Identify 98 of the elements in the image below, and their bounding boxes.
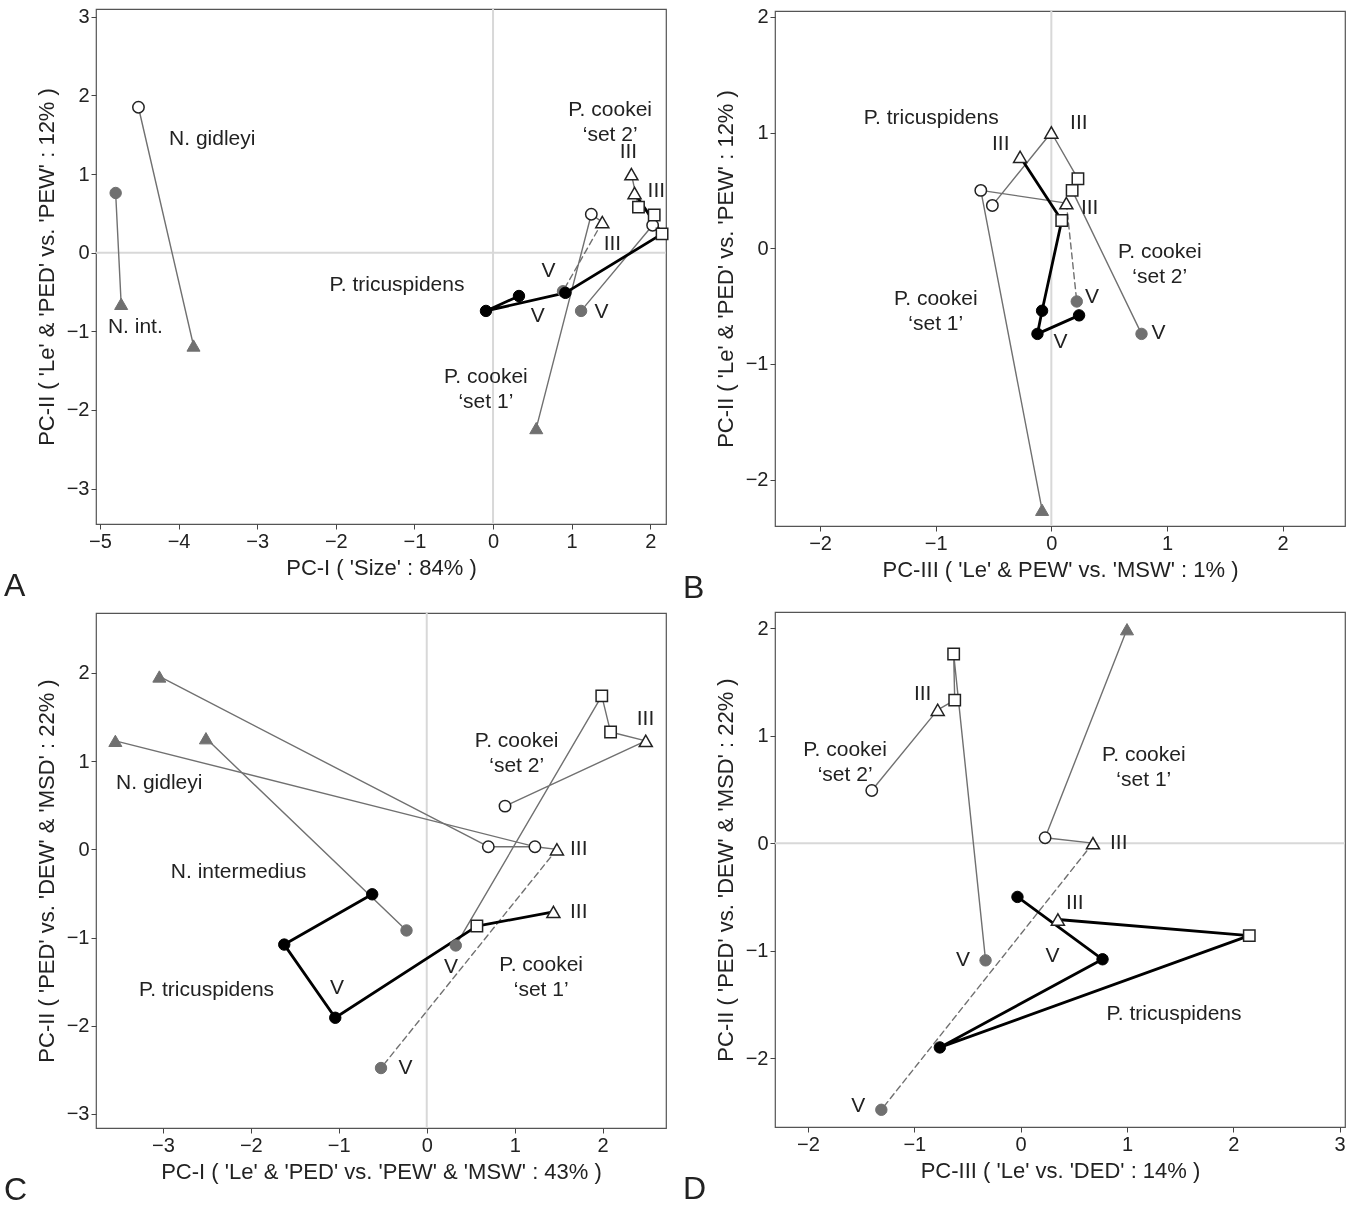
y-tick-label: −2	[745, 1046, 769, 1069]
annotation: P. tricuspidens	[863, 104, 999, 128]
annotation: V	[330, 974, 345, 998]
y-tick-label: −2	[66, 398, 90, 421]
x-axis-title: PC-III ( 'Le' vs. 'DED' : 14% )	[920, 1157, 1201, 1183]
y-tick-label: −3	[66, 477, 90, 500]
annotation: P. cookei ‘set 1’	[893, 286, 978, 335]
x-tick-label: −2	[809, 531, 832, 554]
annotation: P. tricuspidens	[139, 977, 275, 1001]
annotation: V	[530, 303, 545, 327]
annotation: III	[570, 898, 588, 922]
x-axis-title: PC-III ( 'Le' & PEW' vs. 'MSW' : 1% )	[882, 556, 1239, 582]
x-tick-label: −1	[903, 1132, 927, 1155]
y-axis-title: PC-II ( 'Le' & 'PED' vs. 'PEW' : 12% )	[712, 90, 738, 448]
y-tick-label: 1	[78, 162, 90, 185]
x-tick-label: 0	[421, 1133, 433, 1156]
text: A	[4, 567, 26, 603]
x-tick-label: −1	[403, 529, 427, 552]
annotation: III	[1066, 890, 1084, 914]
annotation: III	[1109, 830, 1128, 854]
y-tick-label: 0	[78, 241, 90, 264]
annotation: III	[570, 836, 588, 860]
x-tick-label: −5	[89, 529, 112, 552]
annotation: III	[647, 177, 666, 201]
annotation: N. intermedius	[170, 859, 307, 883]
y-tick-label: 1	[757, 121, 769, 144]
annotation: V	[444, 953, 459, 977]
y-tick-label: 2	[757, 616, 769, 639]
annotation: V	[594, 299, 609, 323]
x-tick-label: 0	[487, 529, 500, 552]
annotation: N. gidleyi	[169, 126, 256, 150]
x-tick-label: 2	[1228, 1132, 1240, 1155]
y-tick-label: −1	[66, 926, 90, 949]
annotation: P. cookei ‘set 2’	[803, 736, 887, 785]
annotation: N. int.	[107, 314, 163, 338]
x-tick-label: −2	[239, 1133, 263, 1156]
x-axis-title: PC-I ( 'Size' : 84% )	[286, 554, 477, 580]
annotation: N. gidleyi	[116, 769, 203, 793]
annotation: P. tricuspidens	[329, 272, 465, 296]
x-tick-label: 1	[566, 529, 578, 552]
x-tick-label: 2	[645, 529, 657, 552]
annotation: III	[1070, 110, 1088, 134]
y-tick-label: 2	[78, 83, 90, 106]
x-tick-label: 1	[1121, 1132, 1134, 1155]
annotation: V	[956, 947, 971, 971]
x-tick-label: −3	[151, 1133, 175, 1156]
annotation: P. cookei ‘set 2’	[474, 727, 559, 776]
x-tick-label: −2	[324, 529, 348, 552]
y-tick-label: 0	[757, 831, 769, 854]
x-tick-label: −1	[327, 1133, 351, 1156]
annotation: V	[1053, 329, 1068, 353]
annotation: P. cookei ‘set 1’	[444, 363, 528, 412]
annotation: V	[1045, 943, 1060, 967]
text: B	[683, 569, 705, 605]
x-tick-label: −3	[246, 529, 270, 552]
y-tick-label: 0	[78, 837, 90, 860]
x-tick-label: 2	[597, 1133, 609, 1156]
x-tick-label: 0	[1015, 1132, 1027, 1155]
text: C	[4, 1171, 28, 1207]
x-tick-label: 1	[1161, 531, 1174, 554]
annotation: V	[1151, 319, 1166, 343]
x-tick-label: 0	[1046, 531, 1058, 554]
x-tick-label: 1	[509, 1133, 521, 1156]
annotation: III	[636, 705, 655, 729]
y-axis-title: PC-II ( 'PED' vs. 'DEW' & 'MSD' : 22% )	[712, 678, 738, 1062]
y-tick-label: 2	[78, 661, 90, 684]
y-tick-label: −1	[745, 939, 769, 962]
annotation: III	[913, 680, 932, 704]
annotation: P. cookei ‘set 2’	[1117, 238, 1202, 287]
x-tick-label: 2	[1277, 531, 1289, 554]
annotation: P. cookei ‘set 1’	[1101, 742, 1186, 791]
annotation: V	[541, 257, 556, 281]
y-tick-label: 0	[757, 236, 769, 259]
x-tick-label: 3	[1334, 1132, 1346, 1155]
x-tick-label: −2	[797, 1132, 820, 1155]
y-tick-label: 2	[757, 5, 769, 28]
y-tick-label: −2	[745, 468, 769, 491]
y-axis-title: PC-II ( 'PED' vs. 'DEW' & 'MSD' : 22% )	[33, 679, 59, 1063]
y-tick-label: 3	[78, 5, 90, 28]
y-tick-label: −1	[745, 352, 769, 375]
annotation: P. cookei ‘set 1’	[499, 951, 584, 1000]
annotation: V	[1084, 283, 1099, 307]
annotation: V	[398, 1055, 413, 1079]
x-axis-title: PC-I ( 'Le' & 'PED' vs. 'PEW' & 'MSW' : 43% )	[161, 1158, 602, 1184]
x-tick-label: −4	[167, 529, 191, 552]
text: D	[683, 1170, 707, 1206]
y-tick-label: 1	[78, 749, 90, 772]
annotation: III	[1080, 194, 1099, 218]
y-tick-label: −1	[66, 319, 90, 342]
annotation: III	[991, 130, 1010, 154]
annotation: V	[851, 1093, 866, 1117]
y-tick-label: −3	[66, 1102, 90, 1125]
annotation: III	[603, 230, 622, 254]
annotation: P. tricuspidens	[1106, 1001, 1242, 1025]
y-tick-label: 1	[757, 724, 769, 747]
y-tick-label: −2	[66, 1014, 90, 1037]
x-tick-label: −1	[924, 531, 948, 554]
y-axis-title: PC-II ( 'Le' & 'PED' vs. 'PEW' : 12% )	[33, 88, 59, 446]
